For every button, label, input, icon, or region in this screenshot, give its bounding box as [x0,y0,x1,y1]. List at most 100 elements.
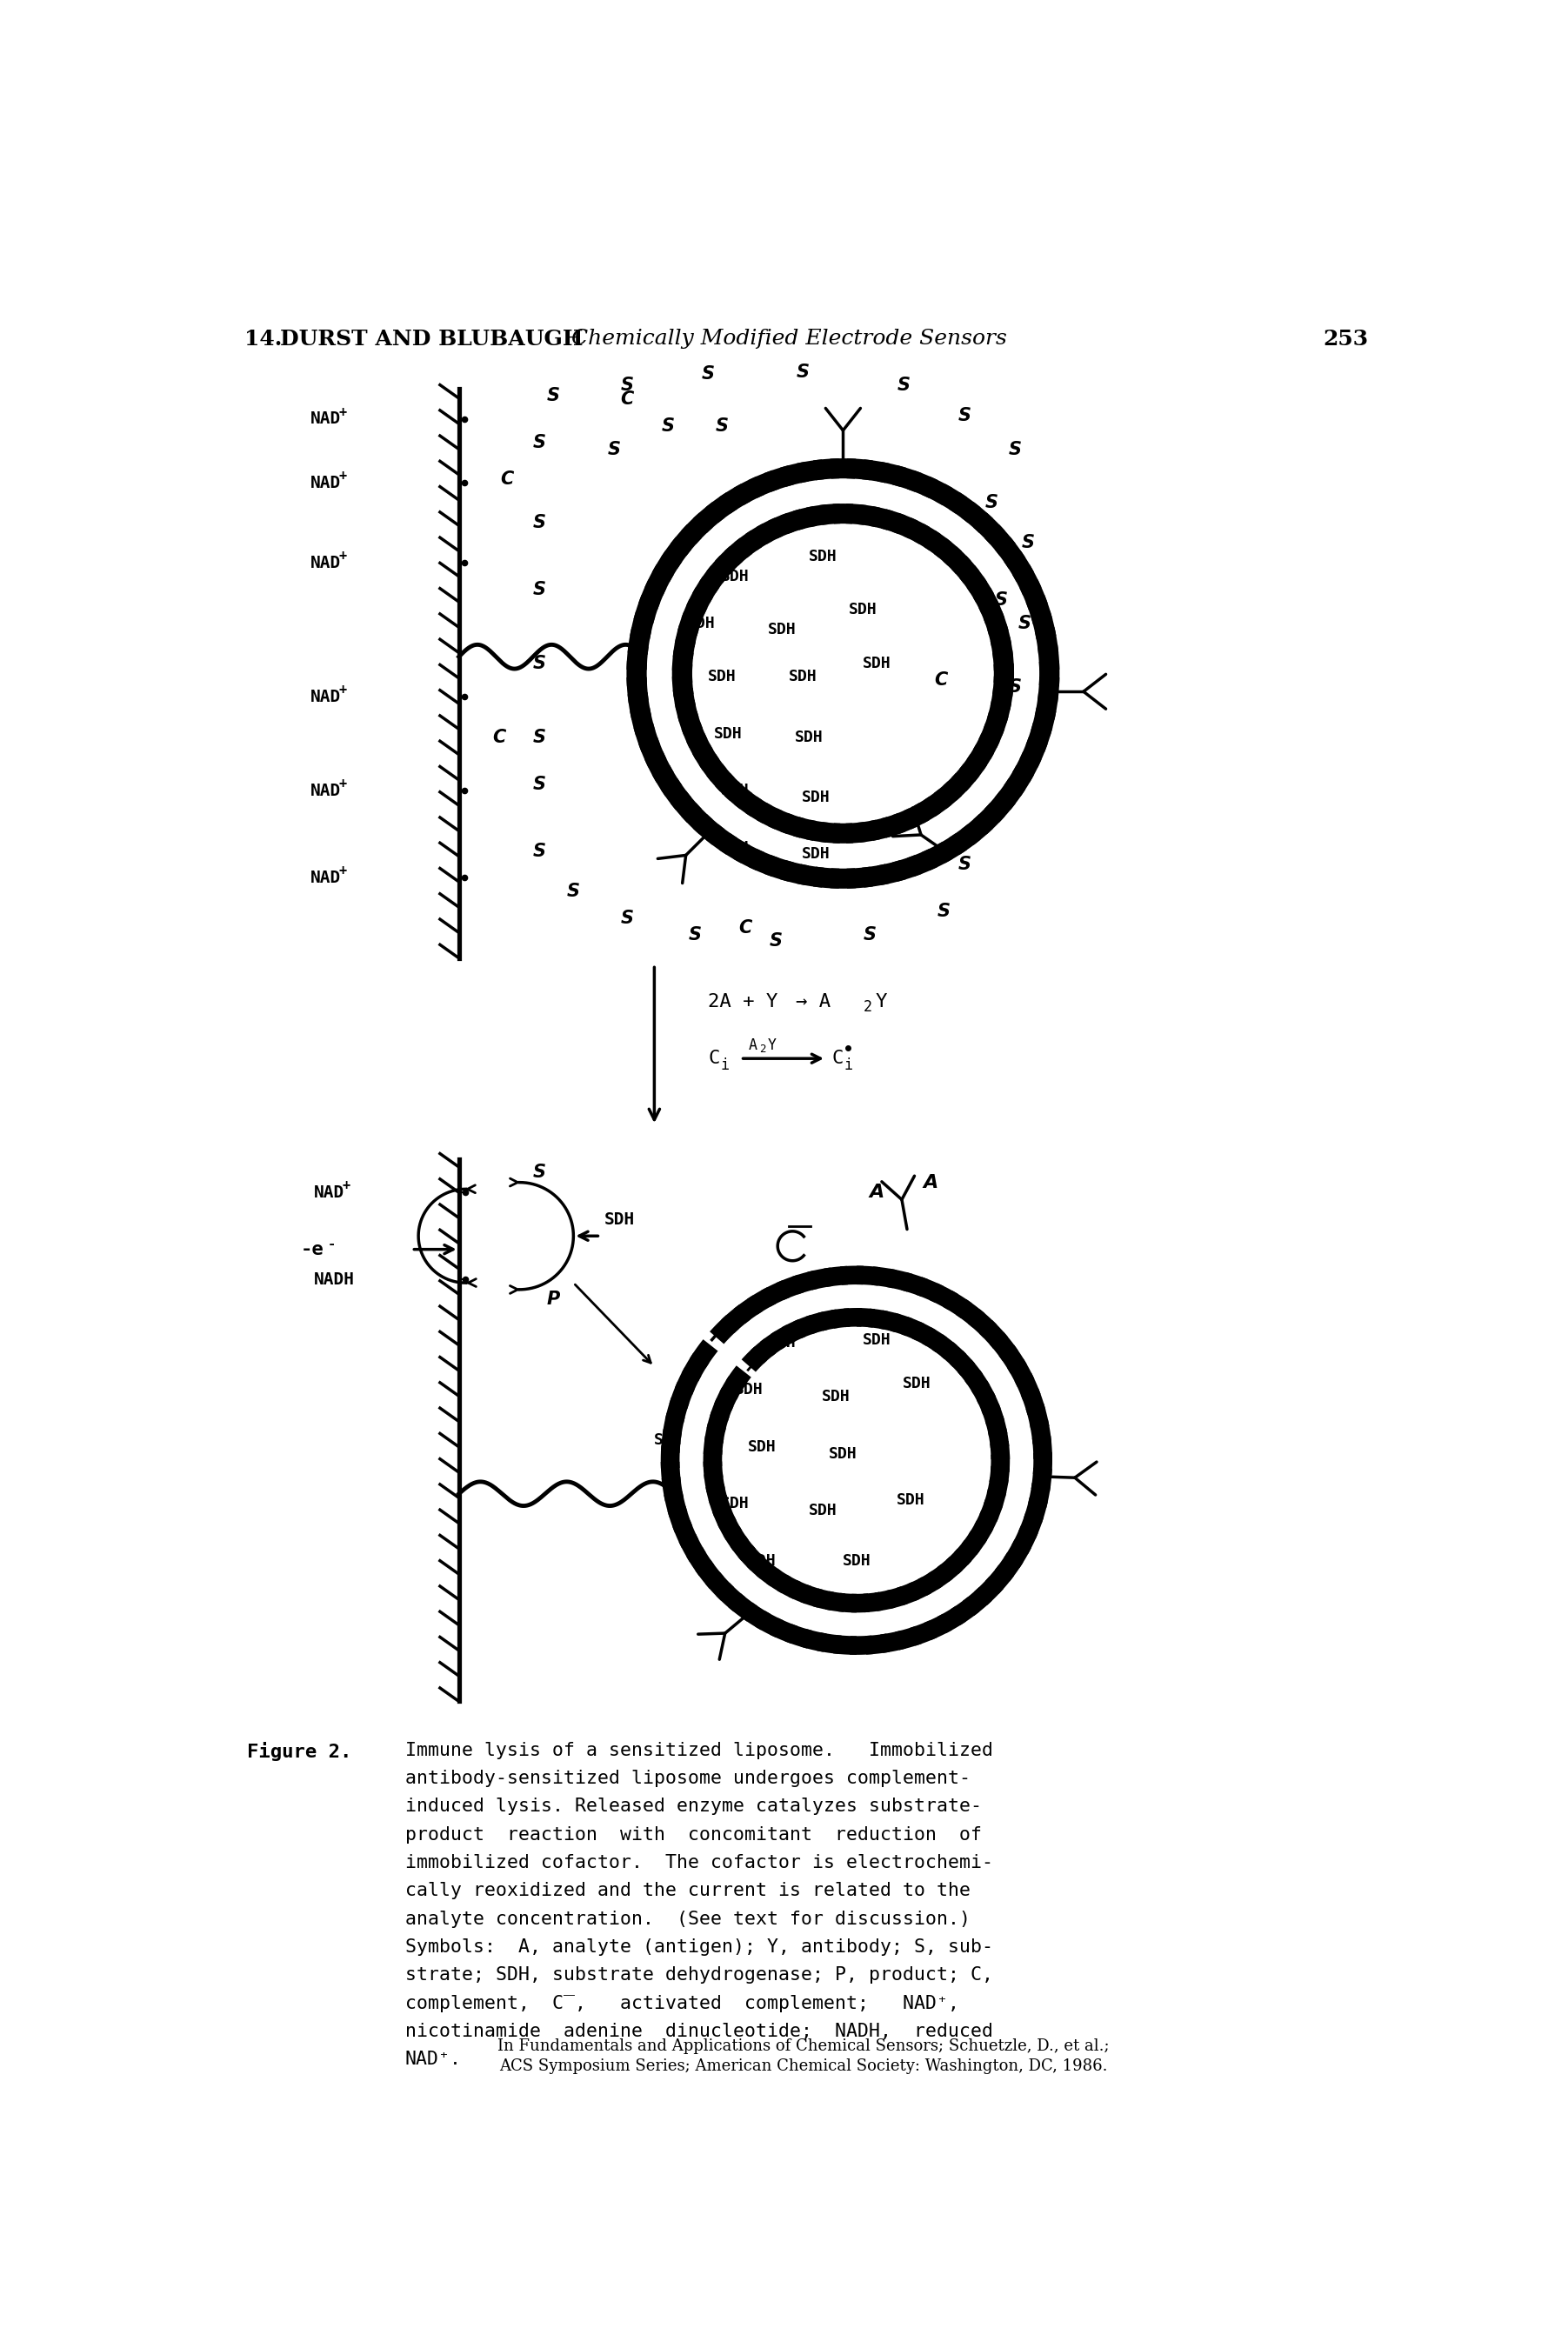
Polygon shape [1004,765,1033,796]
Text: SDH: SDH [829,1446,858,1460]
Polygon shape [922,841,953,871]
Polygon shape [720,484,751,514]
Polygon shape [770,1618,798,1644]
Text: NAD: NAD [310,474,342,491]
Text: induced lysis. Released enzyme catalyzes substrate-: induced lysis. Released enzyme catalyzes… [405,1799,982,1815]
Polygon shape [691,575,720,603]
Text: S: S [533,843,546,859]
Polygon shape [707,763,734,791]
Polygon shape [886,1268,913,1291]
Text: S: S [770,932,782,951]
Polygon shape [1021,1388,1046,1416]
Polygon shape [710,1315,739,1343]
Polygon shape [682,723,707,747]
Polygon shape [847,458,873,481]
Polygon shape [991,636,1013,660]
Polygon shape [687,587,713,613]
Polygon shape [663,1491,687,1517]
Polygon shape [673,636,696,660]
Polygon shape [742,1345,767,1371]
Text: S: S [533,580,546,599]
Text: P: P [547,1291,560,1308]
Polygon shape [994,662,1014,683]
Text: S: S [547,387,560,404]
Text: NAD: NAD [310,782,342,798]
Polygon shape [974,1576,1004,1606]
Text: Y: Y [768,1038,776,1052]
Text: 2: 2 [759,1043,767,1054]
Polygon shape [652,549,682,582]
Text: S: S [702,366,715,383]
Polygon shape [908,850,938,876]
Text: C: C [621,390,633,409]
Polygon shape [644,564,674,596]
Text: S: S [688,925,701,944]
Polygon shape [817,1632,842,1653]
Text: SDH: SDH [734,1383,764,1397]
Polygon shape [967,1310,997,1338]
Polygon shape [985,1416,1008,1437]
Polygon shape [627,643,649,669]
Polygon shape [630,707,655,737]
Polygon shape [748,470,779,498]
Polygon shape [1011,1526,1038,1554]
Text: +: + [339,549,347,564]
Polygon shape [693,502,724,533]
Polygon shape [955,1298,985,1327]
Polygon shape [974,512,1005,545]
Text: S: S [662,418,674,434]
Text: S: S [797,364,809,380]
Polygon shape [942,1291,972,1317]
Polygon shape [839,1592,856,1613]
Polygon shape [833,502,853,524]
Polygon shape [801,1630,826,1653]
Polygon shape [914,524,941,552]
Polygon shape [627,627,651,655]
Text: product  reaction  with  concomitant  reduction  of: product reaction with concomitant reduct… [405,1827,982,1843]
Text: SDH: SDH [654,1432,682,1449]
Text: S: S [938,902,950,920]
Polygon shape [878,463,906,486]
Polygon shape [844,1308,862,1327]
Polygon shape [941,1341,966,1367]
Polygon shape [1038,643,1060,669]
Polygon shape [829,869,856,888]
Text: +: + [339,864,347,878]
Polygon shape [823,1266,848,1287]
Polygon shape [935,782,961,810]
Polygon shape [779,463,809,486]
Text: SDH: SDH [721,841,750,855]
Polygon shape [673,1519,699,1547]
Text: A: A [869,1183,884,1202]
Text: S: S [897,378,909,394]
Text: NAD: NAD [310,688,342,704]
Text: NAD: NAD [310,411,342,427]
Polygon shape [674,700,699,723]
Text: C: C [935,672,947,688]
Text: In Fundamentals and Applications of Chemical Sensors; Schuetzle, D., et al.;: In Fundamentals and Applications of Chem… [497,2038,1109,2054]
Polygon shape [869,1308,887,1329]
Polygon shape [681,512,713,545]
Polygon shape [869,817,892,841]
Polygon shape [994,538,1025,568]
Polygon shape [781,812,804,838]
Polygon shape [977,1392,1000,1416]
Polygon shape [985,524,1016,556]
Text: SDH: SDH [715,726,743,742]
Polygon shape [903,519,930,545]
Text: 253: 253 [1323,329,1369,350]
Polygon shape [960,566,988,592]
Polygon shape [963,1587,993,1615]
Polygon shape [946,1550,972,1573]
Text: SDH: SDH [801,789,829,805]
Text: S: S [533,775,546,794]
Polygon shape [994,780,1025,810]
Polygon shape [961,1531,988,1554]
Polygon shape [831,1308,850,1329]
Polygon shape [908,1578,931,1601]
Polygon shape [892,855,922,883]
Polygon shape [875,1590,895,1611]
Polygon shape [983,1489,1007,1510]
Text: NAD: NAD [310,554,342,571]
Polygon shape [961,815,993,845]
